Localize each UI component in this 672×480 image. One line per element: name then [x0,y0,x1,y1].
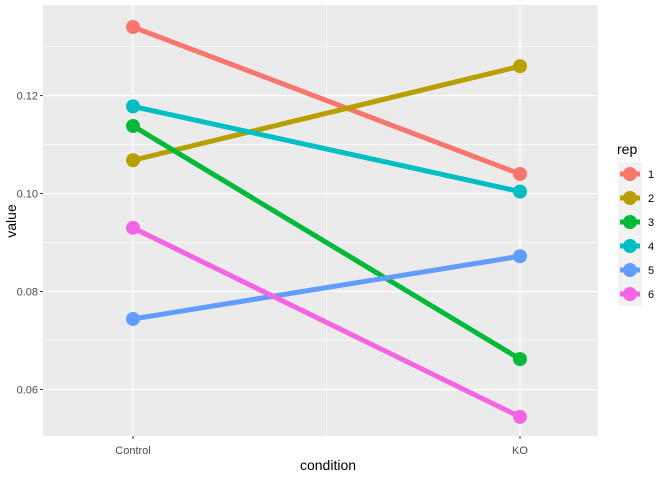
x-axis-title: condition [300,457,356,473]
series-line [132,63,521,163]
legend-item-3: 3 [618,210,654,234]
plot-panel [43,5,598,436]
series-lines [126,20,527,424]
data-point [513,59,527,74]
legend-item-2: 2 [618,186,654,210]
legend-title: rep [617,141,637,157]
data-point [513,249,527,264]
x-tick-label: KO [512,445,528,457]
x-tick-label: Control [115,445,150,457]
data-point [126,153,140,168]
legend-item-6: 6 [618,282,654,306]
series-line [131,123,522,362]
data-point [513,409,527,424]
series-5 [126,249,527,326]
legend: rep 1 2 3 4 5 6 [617,141,654,306]
series-line [132,24,521,177]
y-tick-label: 0.08 [17,287,38,299]
series-line [132,103,521,195]
data-point [513,166,527,181]
y-tick-label: 0.06 [17,384,38,396]
y-axis-ticks: 0.06 0.08 0.10 0.12 [17,91,43,396]
series-2 [126,59,527,168]
series-line [131,225,522,420]
y-tick-label: 0.10 [17,189,38,201]
x-axis-ticks: Control KO [115,436,528,457]
series-6 [126,220,527,424]
series-4 [126,99,527,199]
legend-label: 4 [648,241,654,253]
panel-background [43,5,598,436]
data-point [126,99,140,114]
legend-label: 5 [648,265,654,277]
series-1 [126,20,527,181]
data-point [126,20,140,35]
legend-key-point [623,287,637,301]
legend-label: 1 [648,169,654,181]
legend-label: 2 [648,193,654,205]
legend-key-point [623,215,637,229]
legend-key-point [623,167,637,181]
legend-key-point [623,263,637,277]
y-tick-label: 0.12 [17,91,38,103]
legend-item-5: 5 [618,258,654,282]
legend-label: 3 [648,217,654,229]
data-point [513,352,527,367]
series-line [132,253,521,322]
legend-item-4: 4 [618,234,654,258]
legend-key-point [623,191,637,205]
data-point [513,184,527,199]
data-point [126,118,140,133]
data-point [126,220,140,235]
y-axis-title: value [3,204,19,238]
data-point [126,311,140,326]
legend-key-point [623,239,637,253]
series-3 [126,118,527,367]
legend-label: 6 [648,289,654,301]
legend-item-1: 1 [618,162,654,186]
